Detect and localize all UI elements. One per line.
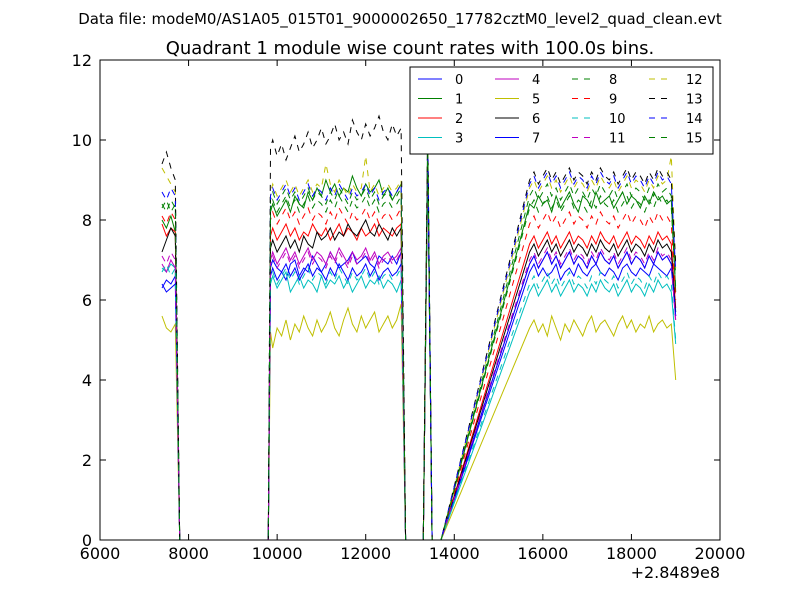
legend-label-7: 7: [532, 132, 540, 147]
series-line-6: [161, 155, 677, 540]
y-tick-label: 12: [72, 51, 92, 70]
series-line-14: [161, 143, 677, 540]
legend-label-10: 10: [609, 112, 626, 127]
x-tick-label: 14000: [429, 544, 480, 563]
legend-label-6: 6: [532, 112, 540, 127]
legend-label-13: 13: [686, 93, 703, 108]
series-line-7: [161, 159, 677, 540]
series-line-9: [161, 147, 677, 540]
legend-label-9: 9: [609, 93, 617, 108]
chart-title: Quadrant 1 module wise count rates with …: [166, 38, 655, 59]
series-line-5: [161, 163, 677, 540]
y-tick-label: 0: [82, 531, 92, 550]
legend-label-4: 4: [532, 73, 540, 88]
x-tick-label: 6000: [80, 544, 121, 563]
y-tick-label: 10: [72, 131, 92, 150]
legend-label-15: 15: [686, 132, 703, 147]
legend-box: [409, 66, 714, 155]
y-tick-label: 8: [82, 211, 92, 230]
x-tick-label: 20000: [695, 544, 746, 563]
series-line-2: [161, 155, 677, 540]
legend-label-0: 0: [455, 73, 463, 88]
x-tick-label: 16000: [517, 544, 568, 563]
series-line-1: [161, 131, 677, 540]
y-tick-label: 2: [82, 451, 92, 470]
legend-label-11: 11: [609, 132, 626, 147]
legend-label-12: 12: [686, 73, 703, 88]
y-tick-label: 6: [82, 291, 92, 310]
x-offset-label: +2.8489e8: [631, 563, 720, 582]
series-line-0: [161, 147, 677, 540]
series-line-13: [161, 114, 677, 540]
series-line-8: [161, 143, 677, 540]
x-tick-label: 10000: [252, 544, 303, 563]
series-group: [161, 114, 677, 540]
legend-label-3: 3: [455, 132, 463, 147]
legend-label-14: 14: [686, 112, 703, 127]
x-tick-label: 12000: [340, 544, 391, 563]
x-tick-label: 8000: [168, 544, 209, 563]
figure-suptitle: Data file: modeM0/AS1A05_015T01_90000026…: [78, 10, 722, 29]
y-tick-label: 4: [82, 371, 92, 390]
series-line-11: [161, 151, 677, 540]
series-line-15: [161, 147, 677, 540]
series-line-3: [161, 159, 677, 540]
x-tick-label: 18000: [606, 544, 657, 563]
series-line-10: [161, 159, 677, 540]
legend-label-2: 2: [455, 112, 463, 127]
plot-area: 6000 8000 10000 12000 14000 16000 18000 20000 0 2…: [72, 51, 746, 563]
legend-label-8: 8: [609, 73, 617, 88]
legend-label-1: 1: [455, 93, 463, 108]
legend-label-5: 5: [532, 93, 540, 108]
